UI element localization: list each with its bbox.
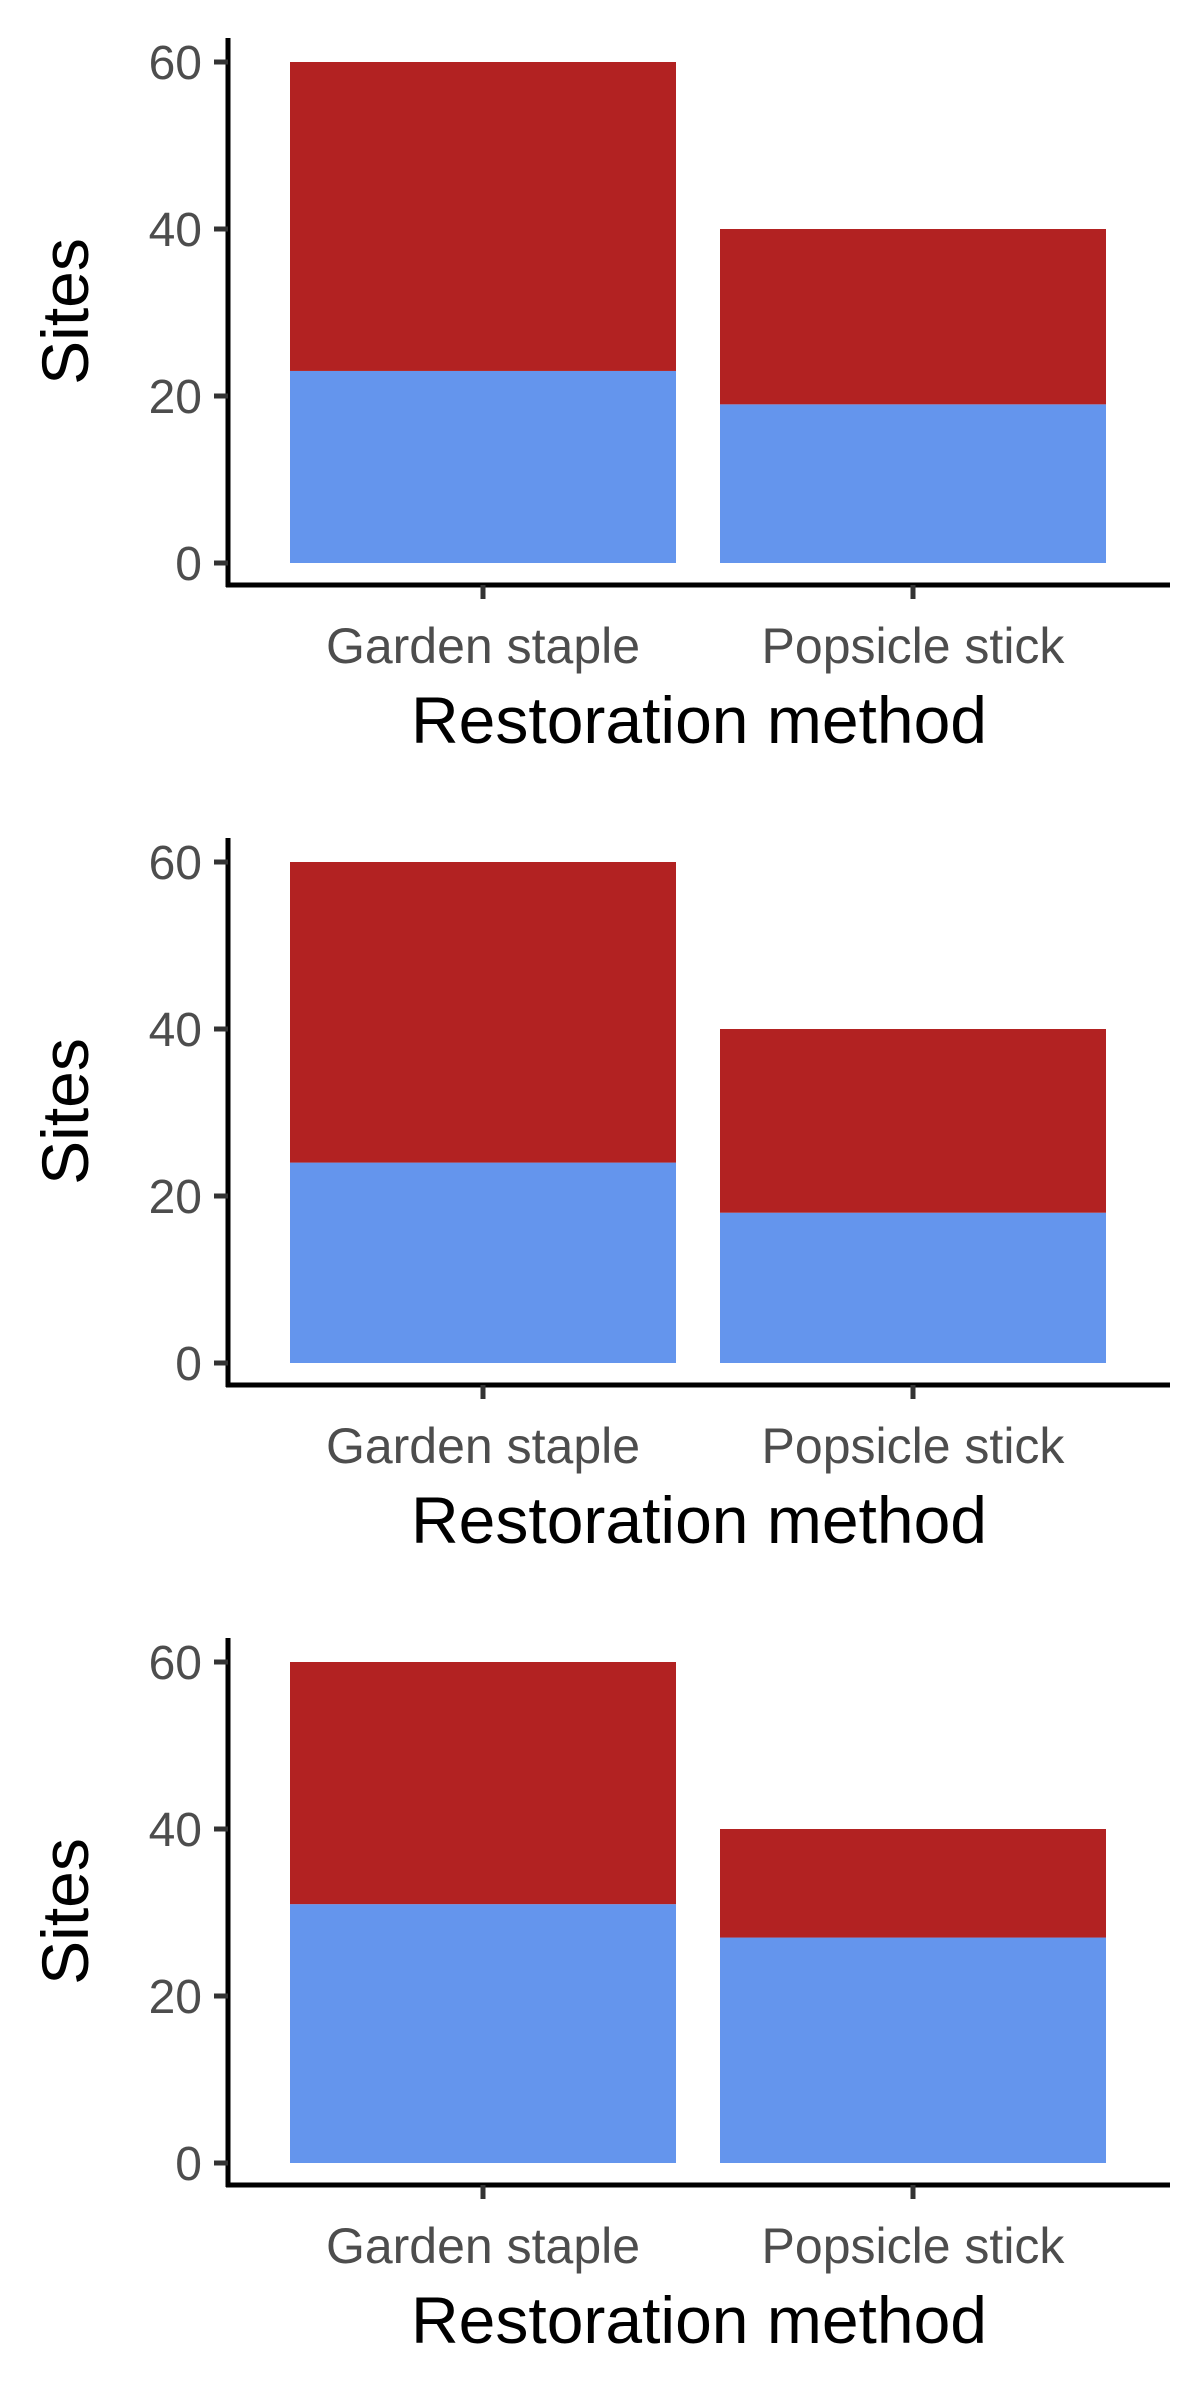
bars xyxy=(290,62,1106,563)
y-tick-label-3: 40 xyxy=(149,1804,202,1857)
y-tick-label-4: 60 xyxy=(149,1637,202,1690)
x-axis-title: Restoration method xyxy=(411,1483,987,1557)
bar-1-segment-1 xyxy=(290,1904,676,2163)
bar-1-segment-2 xyxy=(290,1662,676,1905)
bars xyxy=(290,1662,1106,2163)
y-tick-label-1: 0 xyxy=(175,1338,202,1391)
x-tick-label-1: Garden staple xyxy=(326,1418,640,1474)
x-tick-label-2: Popsicle stick xyxy=(762,618,1066,674)
x-axis-title: Restoration method xyxy=(411,2283,987,2357)
bar-2-segment-2 xyxy=(720,229,1106,405)
y-axis-title: Sites xyxy=(28,1038,102,1185)
bar-1-segment-2 xyxy=(290,62,676,371)
chart-panel-2: 0 20 40 60 Garden staple Popsicle stick Restor… xyxy=(28,837,1170,1557)
bar-1-segment-1 xyxy=(290,1162,676,1363)
y-axis-title: Sites xyxy=(28,238,102,385)
y-tick-label-2: 20 xyxy=(149,1171,202,1224)
x-tick-label-1: Garden staple xyxy=(326,618,640,674)
bar-2-segment-1 xyxy=(720,1212,1106,1363)
x-tick-label-2: Popsicle stick xyxy=(762,1418,1066,1474)
x-tick-label-2: Popsicle stick xyxy=(762,2218,1066,2274)
bar-2-segment-2 xyxy=(720,1829,1106,1938)
chart-panel-1: 0 20 40 60 Garden staple Popsicle stick Restor… xyxy=(28,37,1170,757)
y-tick-label-2: 20 xyxy=(149,1971,202,2024)
y-tick-label-1: 0 xyxy=(175,2138,202,2191)
bar-2-segment-1 xyxy=(720,1937,1106,2163)
chart-panel-3: 0 20 40 60 Garden staple Popsicle stick Restor… xyxy=(28,1637,1170,2357)
x-tick-label-1: Garden staple xyxy=(326,2218,640,2274)
y-tick-label-1: 0 xyxy=(175,538,202,591)
bar-1-segment-1 xyxy=(290,370,676,563)
y-tick-label-4: 60 xyxy=(149,837,202,890)
bar-2-segment-1 xyxy=(720,404,1106,563)
bars xyxy=(290,862,1106,1363)
bar-1-segment-2 xyxy=(290,862,676,1163)
bar-2-segment-2 xyxy=(720,1029,1106,1213)
x-axis-title: Restoration method xyxy=(411,683,987,757)
y-tick-label-3: 40 xyxy=(149,204,202,257)
y-tick-label-2: 20 xyxy=(149,371,202,424)
y-tick-label-3: 40 xyxy=(149,1004,202,1057)
y-tick-label-4: 60 xyxy=(149,37,202,90)
y-axis-title: Sites xyxy=(28,1838,102,1985)
